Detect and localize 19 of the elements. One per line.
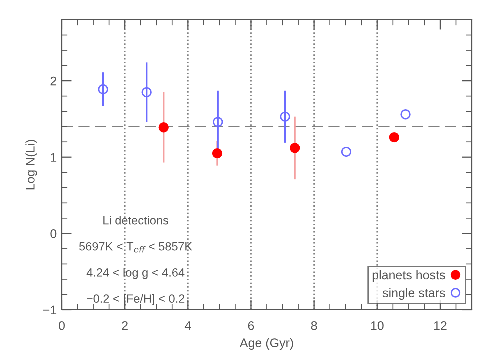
annotation: Li detections	[104, 216, 169, 225]
y-tick-label: 2	[50, 76, 57, 86]
x-tick-label: 2	[122, 321, 128, 330]
annotation: 5697K < T$_{eff}$ < 5857K	[79, 242, 192, 253]
legend-label: single stars	[382, 288, 446, 300]
x-axis-title: Age (Gyr)	[240, 338, 294, 350]
annotation: 4.24 < log g < 4.64	[86, 268, 185, 280]
y-tick-label: 1	[51, 153, 57, 162]
x-tick-label: 0	[59, 321, 65, 330]
x-tick-label: 8	[311, 321, 318, 330]
annotation: −0.2 < [Fe/H] < 0.2	[87, 294, 185, 306]
y-axis-title: Log N(Li)	[26, 140, 38, 190]
x-tick-label: 10	[371, 321, 384, 330]
y-tick-label: −1	[44, 306, 57, 315]
x-tick-label: 4	[184, 322, 192, 330]
y-tick-label: 0	[50, 229, 57, 238]
x-tick-label: 12	[434, 321, 447, 330]
x-tick-label: 6	[248, 321, 254, 330]
legend-label: planets hosts	[372, 270, 446, 282]
